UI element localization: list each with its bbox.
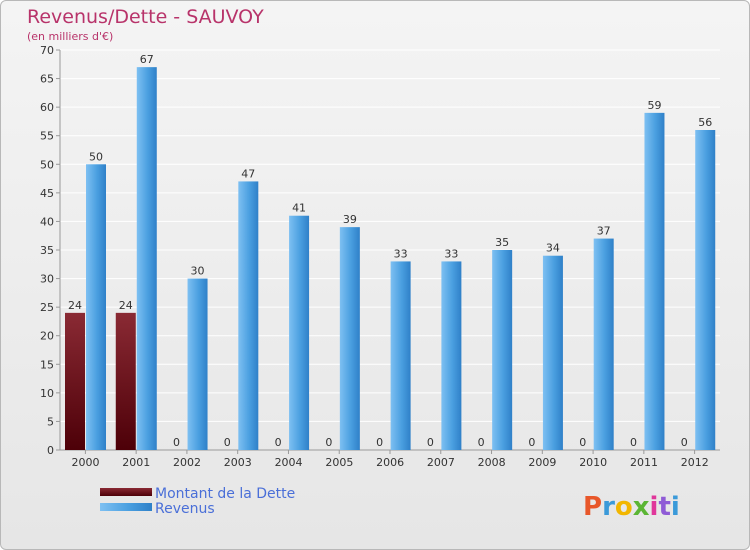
bar-revenus: [542, 255, 563, 450]
bar-revenus: [339, 227, 360, 450]
bar-revenus: [593, 238, 614, 450]
legend-swatch-debt: [100, 488, 152, 496]
value-label: 67: [140, 53, 154, 66]
value-label: 24: [119, 299, 133, 312]
bar-revenus: [238, 181, 259, 450]
value-label: 34: [546, 242, 560, 255]
x-tick-label: 2008: [478, 456, 506, 469]
bar-revenus: [289, 215, 310, 450]
value-label: 0: [427, 436, 434, 449]
value-label: 59: [647, 99, 661, 112]
value-label: 0: [224, 436, 231, 449]
value-label: 39: [343, 213, 357, 226]
y-tick-label: 70: [40, 44, 54, 57]
value-label: 47: [241, 167, 255, 180]
x-tick-label: 2003: [224, 456, 252, 469]
y-tick-label: 20: [40, 330, 54, 343]
value-label: 50: [89, 150, 103, 163]
value-label: 24: [68, 299, 82, 312]
bars: 24 50 24 67 0 30 0 47 0 41 0 39 0 33 0 33 0 35 0 34 0 37 0 59 0 5…: [65, 53, 716, 451]
value-label: 30: [191, 265, 205, 278]
value-label: 0: [275, 436, 282, 449]
value-label: 41: [292, 202, 306, 215]
x-tick-label: 2006: [376, 456, 404, 469]
y-tick-label: 60: [40, 101, 54, 114]
bar-revenus: [187, 278, 208, 450]
x-tick-label: 2011: [630, 456, 658, 469]
x-tick-label: 2001: [122, 456, 150, 469]
x-tick-label: 2000: [72, 456, 100, 469]
bar-revenus: [390, 261, 411, 450]
legend: Montant de la Dette Revenus: [100, 486, 295, 517]
y-tick-label: 10: [40, 387, 54, 400]
y-tick-label: 55: [40, 130, 54, 143]
bar-revenus: [86, 164, 106, 451]
x-tick-label: 2010: [579, 456, 607, 469]
grid-lines: [60, 49, 720, 422]
x-tick-label: 2005: [325, 456, 353, 469]
value-label: 0: [325, 436, 332, 449]
y-tick-label: 35: [40, 244, 54, 257]
x-axis-ticks: 2000 2001 2002 2003 2004 2005 2006 2007 2008 2009…: [72, 450, 709, 469]
value-label: 0: [376, 436, 383, 449]
bar-revenus: [644, 112, 665, 450]
x-tick-label: 2007: [427, 456, 455, 469]
y-tick-label: 30: [40, 273, 54, 286]
value-label: 0: [579, 436, 586, 449]
legend-swatch-revenus: [100, 503, 152, 511]
value-label: 0: [478, 436, 485, 449]
value-label: 0: [630, 436, 637, 449]
bar-dette: [65, 312, 85, 450]
value-label: 56: [698, 116, 712, 129]
x-tick-label: 2002: [173, 456, 201, 469]
x-tick-label: 2004: [275, 456, 303, 469]
y-tick-label: 50: [40, 158, 54, 171]
value-label: 0: [528, 436, 535, 449]
y-tick-label: 25: [40, 301, 54, 314]
bar-revenus: [492, 250, 513, 450]
value-label: 0: [173, 436, 180, 449]
y-tick-label: 40: [40, 215, 54, 228]
value-label: 37: [597, 225, 611, 238]
bar-revenus: [695, 130, 716, 450]
y-tick-label: 15: [40, 358, 54, 371]
y-tick-label: 65: [40, 73, 54, 86]
chart-subtitle: (en milliers d'€): [27, 30, 113, 43]
bar-revenus: [441, 261, 462, 450]
y-tick-label: 45: [40, 187, 54, 200]
x-tick-label: 2012: [681, 456, 709, 469]
bar-dette: [115, 312, 136, 450]
value-label: 35: [495, 236, 509, 249]
y-tick-label: 5: [47, 415, 54, 428]
value-label: 33: [394, 247, 408, 260]
value-label: 33: [444, 247, 458, 260]
value-label: 0: [681, 436, 688, 449]
y-tick-label: 0: [47, 444, 54, 457]
chart-title: Revenus/Dette - SAUVOY: [27, 6, 264, 28]
legend-label-revenus: Revenus: [155, 501, 215, 517]
bar-revenus: [136, 67, 157, 451]
x-tick-label: 2009: [528, 456, 556, 469]
proxiti-logo: Proxiti: [583, 492, 680, 522]
y-axis-ticks: 0 5 10 15 20 25 30 35 40 45 50 55 60 65 70: [40, 44, 60, 457]
legend-label-debt: Montant de la Dette: [155, 486, 295, 502]
